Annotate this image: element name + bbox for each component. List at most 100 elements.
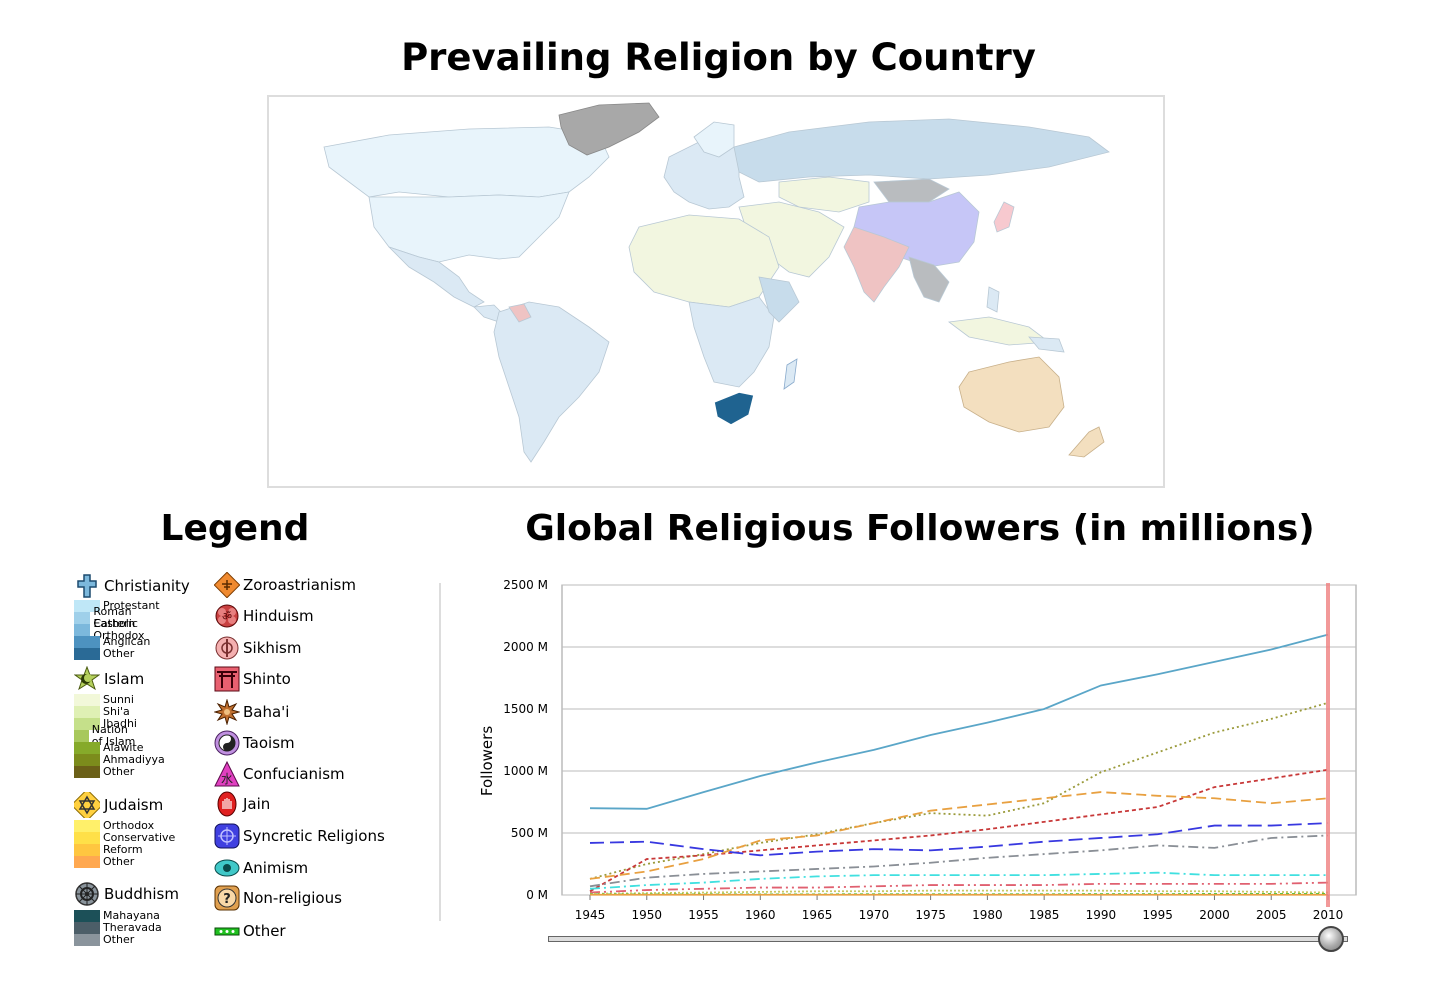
legend-row: Other [74, 856, 134, 868]
x-tick-label: 1955 [688, 908, 719, 922]
legend-item-label: Zoroastrianism [243, 576, 356, 594]
svg-text:水: 水 [221, 772, 233, 786]
legend-item-zoroastrianism: Zoroastrianism [214, 570, 356, 600]
x-tick-label: 1990 [1086, 908, 1117, 922]
legend-row-label: Theravada [103, 921, 162, 934]
x-tick-label: 1945 [575, 908, 606, 922]
map-russia[interactable] [733, 118, 1110, 183]
legend-swatch [74, 934, 100, 946]
jain-hand-icon [217, 791, 237, 817]
legend-swatch [74, 754, 100, 766]
x-tick-label: 1960 [745, 908, 776, 922]
map-japan[interactable] [993, 201, 1015, 233]
x-tick-label: 1970 [859, 908, 890, 922]
eye-icon [214, 859, 240, 877]
map-mongolia[interactable] [873, 178, 950, 203]
map-mexico[interactable] [388, 246, 485, 308]
slider-knob[interactable] [1318, 926, 1344, 952]
legend-swatch [74, 766, 100, 778]
year-slider[interactable] [548, 926, 1348, 952]
legend-item-shinto: Shinto [214, 664, 291, 694]
legend-row: Theravada [74, 922, 162, 934]
map-kazakhstan[interactable] [778, 176, 870, 213]
legend-item-jain: Jain [214, 789, 270, 819]
series-line-8 [589, 881, 1329, 894]
legend-row: Roman Catholic [74, 606, 148, 630]
map-se-asia[interactable] [908, 256, 950, 303]
legend-item-label: Confucianism [243, 765, 345, 783]
legend-row-label: Conservative [103, 831, 176, 844]
legend-title: Legend [160, 508, 310, 549]
y-axis-label: Followers [478, 726, 496, 796]
series-line-6 [589, 834, 1329, 888]
legend-swatch [74, 718, 100, 730]
x-tick-label: 1950 [631, 908, 662, 922]
legend-row-label: Protestant [103, 599, 160, 612]
legend-row: Anglican [74, 636, 150, 648]
legend-row-label: Nation of Islam [91, 723, 136, 748]
legend-swatch [74, 706, 100, 718]
legend-item-syncretic: Syncretic Religions [214, 821, 385, 851]
legend-row-label: Ahmadiyya [103, 753, 165, 766]
chart-title: Global Religious Followers (in millions) [525, 508, 1315, 549]
legend-item-non-religious: ? Non-religious [214, 883, 342, 913]
legend-swatch [74, 844, 100, 856]
cross-icon [77, 574, 97, 598]
nine-star-icon [214, 699, 240, 725]
followers-chart: 0 M 500 M 1000 M 1500 M 2000 M 2500 M 1945 1950… [478, 578, 1357, 922]
legend-label-buddhism: Buddhism [104, 885, 179, 903]
map-east-africa[interactable] [758, 276, 800, 323]
map-south-america[interactable] [493, 301, 610, 463]
legend-row-label: Sunni [103, 693, 134, 706]
confucian-icon: 水 [214, 761, 240, 787]
legend-row-label: Other [103, 933, 135, 946]
plot-area [561, 584, 1357, 896]
map-greenland[interactable] [558, 102, 660, 156]
om-icon: ॐ [215, 604, 239, 628]
legend-row-label: Other [103, 647, 135, 660]
legend-item-label: Baha'i [243, 703, 290, 721]
question-icon: ? [214, 885, 240, 911]
legend-swatch [74, 636, 100, 648]
legend-item-label: Non-religious [243, 889, 342, 907]
legend-swatch [74, 856, 100, 868]
legend-item-label: Sikhism [243, 639, 302, 657]
map-australia[interactable] [958, 356, 1065, 433]
legend-row-label: Shi'a [103, 705, 130, 718]
crescent-icon [74, 666, 100, 691]
page-title: Prevailing Religion by Country [401, 36, 1036, 79]
map-new-zealand[interactable] [1068, 426, 1105, 458]
legend-item-label: Hinduism [243, 607, 314, 625]
series-line-9 [589, 889, 1329, 895]
x-tick-label: 2005 [1256, 908, 1287, 922]
legend-row-label: Mahayana [103, 909, 160, 922]
world-map[interactable] [267, 95, 1165, 488]
map-papua[interactable] [1028, 336, 1065, 353]
map-south-africa[interactable] [713, 391, 755, 426]
slider-track[interactable] [548, 936, 1348, 942]
legend-item-label: Other [243, 922, 286, 940]
legend-swatch [74, 742, 100, 754]
legend-row: Reform [74, 844, 143, 856]
legend-row-label: Roman Catholic [93, 605, 138, 630]
legend-swatch [74, 820, 100, 832]
y-tick-label: 500 M [511, 826, 548, 840]
chart-axes: 0 M 500 M 1000 M 1500 M 2000 M 2500 M 1945 1950… [503, 578, 1343, 922]
map-philippines[interactable] [986, 286, 1000, 313]
legend-row: Protestant [74, 600, 160, 612]
legend-row-label: Other [103, 765, 135, 778]
legend-row: Conservative [74, 832, 175, 844]
world-map-svg[interactable] [269, 97, 1165, 488]
svg-text:?: ? [223, 892, 231, 907]
legend-swatch [74, 910, 100, 922]
legend-column-1: Christianity Protestant Roman Catholic E… [74, 572, 214, 952]
legend-item-bahai: Baha'i [214, 697, 289, 727]
legend-item-sikhism: Sikhism [214, 633, 301, 663]
map-central-africa[interactable] [688, 296, 775, 388]
map-madagascar[interactable] [783, 358, 798, 390]
map-india[interactable] [843, 226, 910, 303]
legend-label-judaism: Judaism [104, 796, 164, 814]
map-guianas[interactable] [508, 303, 532, 323]
legend-item-label: Jain [243, 795, 271, 813]
torii-icon [214, 666, 240, 692]
